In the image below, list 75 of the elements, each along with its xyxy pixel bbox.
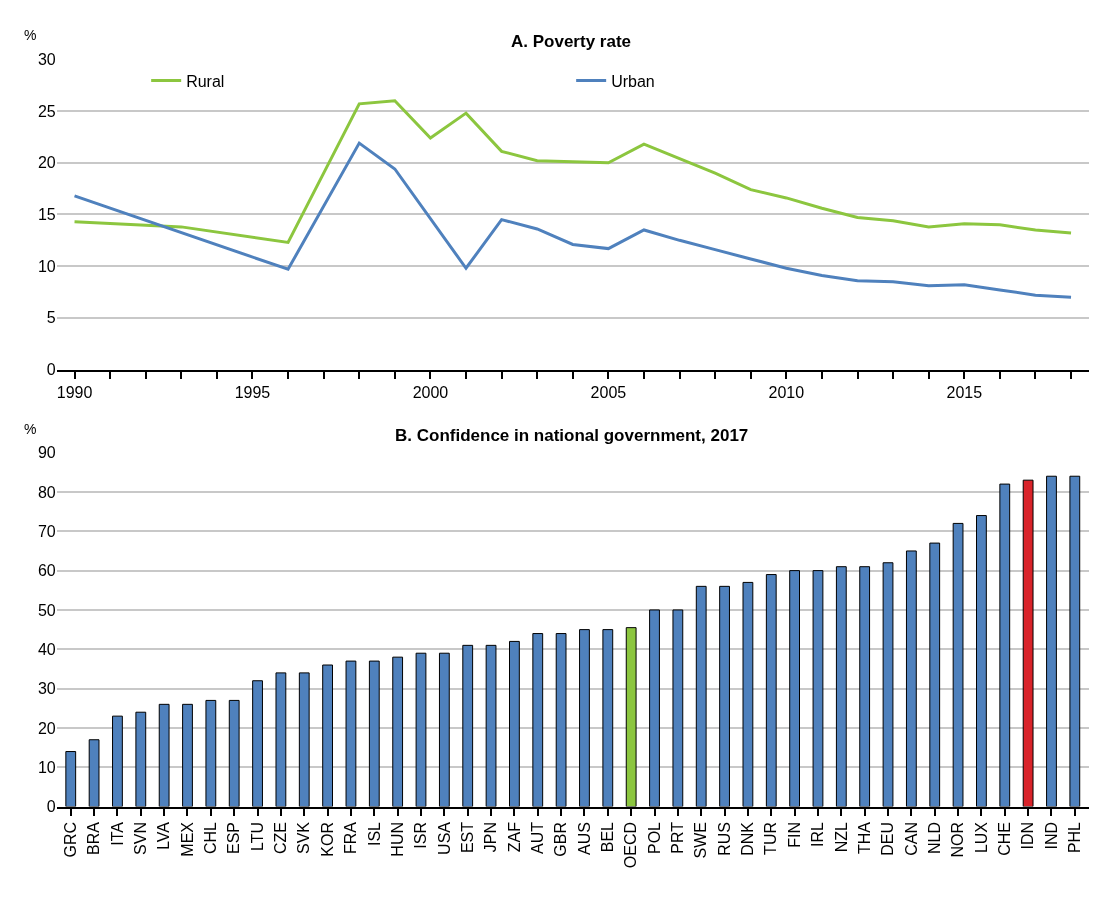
x-tick-label: CHL: [202, 821, 220, 855]
x-tick-label: OECD: [622, 822, 640, 869]
x-tick-label: NOR: [949, 822, 967, 858]
x-tick-label: CAN: [902, 822, 920, 856]
y-tick-label: 20: [37, 154, 56, 172]
x-tick-label: ISR: [412, 822, 430, 849]
x-tick-label: 1990: [56, 383, 93, 401]
x-tick-label: POL: [645, 821, 663, 855]
x-tick-label: USA: [435, 821, 453, 855]
y-tick-label: 0: [46, 798, 56, 816]
y-tick-label: 20: [37, 719, 56, 737]
x-tick-label: BRA: [85, 821, 103, 855]
x-tick-label: 2010: [768, 383, 805, 401]
x-tick-label: KOR: [318, 822, 336, 857]
y-tick-label: 5: [46, 309, 56, 327]
x-tick-label: JPN: [482, 822, 500, 853]
x-tick-label: PRT: [669, 821, 687, 854]
y-tick-label: 10: [37, 758, 56, 776]
x-tick-label: GBR: [552, 822, 570, 857]
x-tick-label: SWE: [692, 822, 710, 859]
x-tick-label: LUX: [972, 821, 990, 854]
line-series: [73, 141, 1073, 299]
x-tick-label: SVN: [131, 822, 149, 855]
x-tick-label: IND: [1042, 822, 1060, 850]
x-tick-label: AUT: [528, 821, 546, 854]
y-tick-label: 60: [37, 562, 56, 580]
x-tick-label: GRC: [61, 822, 79, 858]
x-tick-label: NLD: [925, 822, 943, 855]
chart-title: A. Poverty rate: [511, 32, 631, 51]
x-tick-label: NZL: [832, 821, 850, 853]
x-tick-label: LVA: [155, 821, 173, 850]
y-tick-label: 90: [37, 444, 56, 462]
y-tick-label: 30: [37, 50, 56, 68]
line-series: [73, 99, 1073, 244]
y-axis-title: %: [24, 27, 37, 43]
x-tick-label: THA: [855, 821, 873, 854]
legend-label: Urban: [611, 72, 655, 90]
y-tick-label: 10: [37, 257, 56, 275]
x-tick-label: SVK: [295, 821, 313, 855]
x-tick-label: TUR: [762, 822, 780, 855]
x-tick-label: ESP: [225, 822, 243, 855]
x-tick-label: FRA: [342, 821, 360, 854]
x-tick-label: 1995: [234, 383, 271, 401]
x-tick-label: 2015: [946, 383, 983, 401]
x-tick-label: MEX: [178, 821, 196, 857]
legend-label: Rural: [186, 72, 225, 90]
y-tick-label: 30: [37, 680, 56, 698]
chart-title: B. Confidence in national government, 2017: [395, 426, 749, 445]
x-tick-label: EST: [458, 821, 476, 854]
x-tick-label: ZAF: [505, 821, 523, 853]
y-tick-label: 15: [37, 206, 56, 224]
x-tick-label: CZE: [272, 822, 290, 854]
x-tick-label: LTU: [248, 822, 266, 852]
x-tick-label: PHL: [1066, 821, 1084, 854]
x-tick-label: RUS: [715, 822, 733, 856]
x-tick-label: FIN: [785, 822, 803, 848]
x-tick-label: BEL: [599, 821, 617, 853]
x-tick-label: ITA: [108, 821, 126, 846]
y-tick-label: 50: [37, 601, 56, 619]
y-tick-label: 70: [37, 522, 56, 540]
x-tick-label: DNK: [739, 821, 757, 856]
x-tick-label: 2005: [590, 383, 627, 401]
x-tick-label: CHE: [995, 822, 1013, 856]
x-tick-label: DEU: [879, 822, 897, 856]
x-tick-label: IRL: [809, 821, 827, 847]
x-tick-label: AUS: [575, 822, 593, 855]
x-tick-label: IDN: [1019, 822, 1037, 850]
y-tick-label: 80: [37, 483, 56, 501]
y-tick-label: 25: [37, 102, 56, 120]
x-tick-label: HUN: [388, 822, 406, 857]
x-tick-label: ISL: [365, 821, 383, 847]
x-tick-label: 2000: [412, 383, 449, 401]
y-tick-label: 40: [37, 640, 56, 658]
y-axis-title: %: [24, 421, 37, 437]
y-tick-label: 0: [46, 361, 56, 379]
